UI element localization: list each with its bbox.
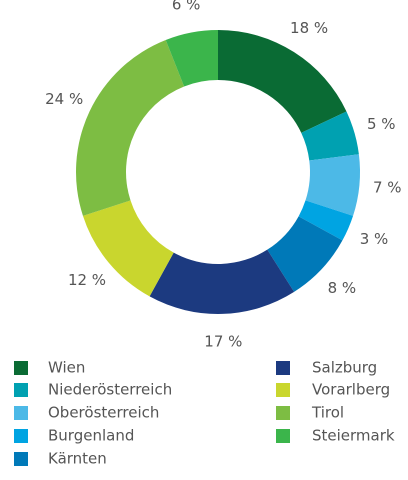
legend-label: Steiermark xyxy=(312,427,395,445)
value-label: 3 % xyxy=(360,230,389,248)
legend-swatch xyxy=(276,361,290,375)
legend-label: Kärnten xyxy=(48,450,107,468)
legend-label: Niederösterreich xyxy=(48,381,172,399)
legend-label: Oberösterreich xyxy=(48,404,159,422)
legend-label: Salzburg xyxy=(312,359,377,377)
legend-swatch xyxy=(14,406,28,420)
slice xyxy=(82,200,174,297)
legend-label: Tirol xyxy=(311,404,344,422)
value-label: 5 % xyxy=(367,115,396,133)
slice xyxy=(298,200,354,241)
slice xyxy=(301,111,359,161)
slice xyxy=(267,216,343,292)
legend-swatch xyxy=(14,429,28,443)
value-label: 12 % xyxy=(68,271,106,289)
value-label: 18 % xyxy=(290,19,328,37)
legend-label: Vorarlberg xyxy=(312,381,390,399)
legend-swatch xyxy=(14,361,28,375)
slice xyxy=(305,154,360,216)
legend-label: Burgenland xyxy=(48,427,134,445)
legend-swatch xyxy=(14,452,28,466)
legend-label: Wien xyxy=(48,359,85,377)
legend-swatch xyxy=(276,429,290,443)
value-label: 24 % xyxy=(45,90,83,108)
value-label: 8 % xyxy=(328,279,357,297)
slice xyxy=(149,249,295,314)
legend-swatch xyxy=(14,383,28,397)
legend-swatch xyxy=(276,383,290,397)
value-label: 17 % xyxy=(204,332,242,350)
slice xyxy=(218,30,347,133)
legend-swatch xyxy=(276,406,290,420)
slice xyxy=(76,39,185,216)
value-label: 7 % xyxy=(373,178,402,196)
value-label: 6 % xyxy=(172,0,201,14)
slice xyxy=(165,30,218,87)
